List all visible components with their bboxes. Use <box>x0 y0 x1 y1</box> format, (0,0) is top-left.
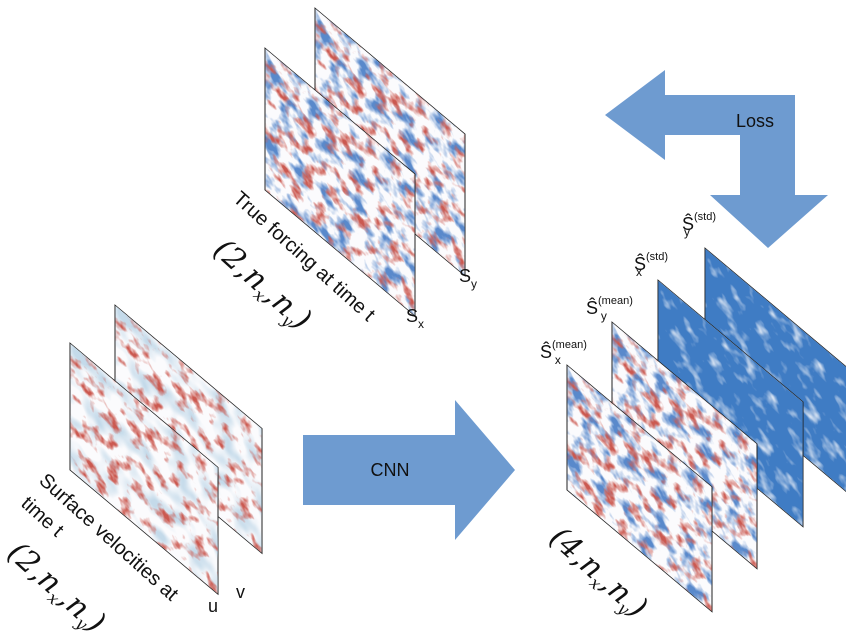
label-sub: x <box>418 317 424 331</box>
panel-label: u <box>208 596 218 616</box>
label-sub: x <box>636 265 642 279</box>
input-shape: (2,nx,ny) <box>0 535 112 632</box>
label-sup: (std) <box>694 211 716 223</box>
panel-label: Ŝ(std)x <box>634 251 668 279</box>
panel-label: Sx <box>406 306 424 331</box>
label-main: S <box>459 266 471 286</box>
label-sub: x <box>555 353 561 367</box>
label-main: u <box>208 596 218 616</box>
label-sup: (std) <box>646 251 668 263</box>
label-sub: y <box>471 277 477 291</box>
label-sub: y <box>684 225 690 239</box>
panel-label: Ŝ(mean) y <box>586 295 633 323</box>
label-main: Ŝ <box>586 297 598 318</box>
label-main: S <box>406 306 418 326</box>
panel-label: v <box>236 582 245 602</box>
label-main: Ŝ <box>540 341 552 362</box>
loss-label: Loss <box>736 111 774 131</box>
label-main: v <box>236 582 245 602</box>
panel-label: Ŝ(std)y <box>682 211 716 239</box>
panel-label: Ŝ(mean) x <box>540 339 587 367</box>
label-sup: (mean) <box>552 339 587 351</box>
cnn-label: CNN <box>371 460 410 480</box>
label-sub: y <box>601 309 607 323</box>
diagram: CNN Loss True forcing at time t (2,nx,ny… <box>0 0 846 632</box>
panel-label: Sy <box>459 266 477 291</box>
loss-arrow <box>605 70 828 248</box>
label-sup: (mean) <box>598 295 633 307</box>
